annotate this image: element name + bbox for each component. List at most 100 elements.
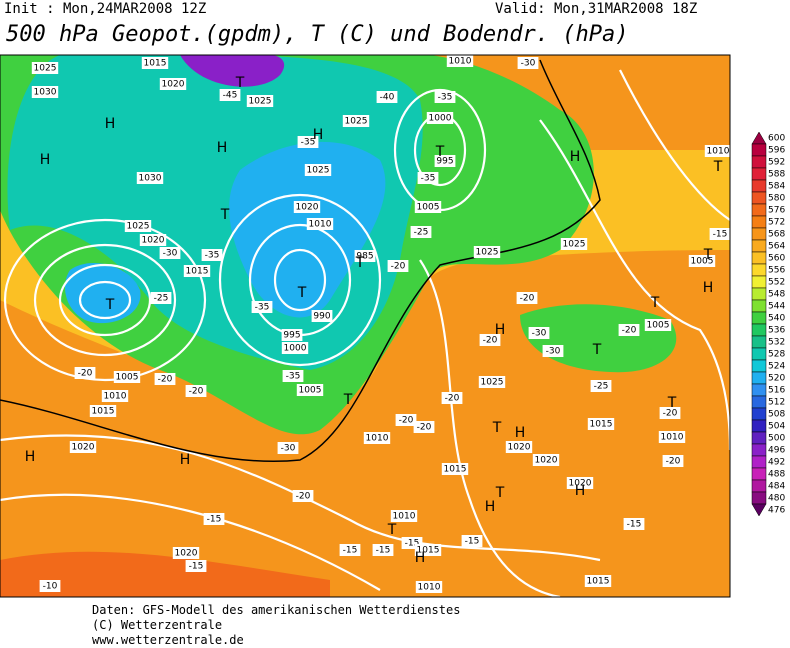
footer-line: www.wetterzentrale.de (92, 633, 244, 647)
label-box (219, 89, 241, 101)
label-box (441, 392, 463, 404)
contour-label: 1015 (587, 577, 610, 587)
colorbar-label: 512 (768, 398, 785, 408)
contour-label: 1025 (476, 248, 499, 258)
colorbar-label: 504 (768, 422, 785, 432)
label-box (150, 292, 172, 304)
label-box (658, 431, 686, 443)
label-box (183, 265, 211, 277)
contour-label: -15 (343, 546, 358, 556)
contour-label: 1025 (481, 378, 504, 388)
contour-label: -15 (376, 546, 391, 556)
orange-zone-south (0, 551, 330, 597)
contour-label: -45 (223, 91, 238, 101)
contour-label: -20 (189, 387, 204, 397)
label-box (31, 86, 59, 98)
pressure-center: T (235, 75, 245, 91)
label-box (297, 136, 319, 148)
contour-label: -20 (417, 423, 432, 433)
label-box (354, 250, 376, 262)
contour-label: -15 (207, 515, 222, 525)
colorbar-swatch (751, 503, 767, 517)
colorbar-label: 480 (768, 494, 785, 504)
label-box (417, 172, 439, 184)
label-box (387, 260, 409, 272)
colorbar-label: 572 (768, 218, 785, 228)
552-line (0, 59, 601, 462)
contour-label: -35 (421, 174, 436, 184)
contour-label: 1025 (307, 166, 330, 176)
contour-label: -15 (713, 230, 728, 240)
colorbar-swatch (751, 443, 767, 457)
contour-label: 1020 (142, 236, 165, 246)
label-box (246, 95, 274, 107)
contour-label: -30 (546, 347, 561, 357)
label-box (528, 327, 550, 339)
colorbar-swatch (751, 383, 767, 397)
label-box (584, 575, 612, 587)
contour-label: 1010 (449, 57, 472, 67)
pressure-center: H (180, 452, 191, 468)
pressure-center: T (220, 207, 230, 223)
label-box (31, 62, 59, 74)
colorbar-swatch (751, 407, 767, 421)
colorbar-label: 548 (768, 290, 785, 300)
label-box (172, 547, 200, 559)
label-box (395, 414, 417, 426)
label-box (201, 249, 223, 261)
colorbar-swatch (751, 143, 767, 157)
contour-label: 1005 (116, 373, 139, 383)
colorbar-label: 496 (768, 446, 785, 456)
colorbar-swatch (751, 419, 767, 433)
colorbar-swatch (751, 287, 767, 301)
contour-label: 1010 (104, 392, 127, 402)
colorbar-label: 552 (768, 278, 785, 288)
label-box (203, 513, 225, 525)
label-box (185, 560, 207, 572)
contour-label: -25 (414, 228, 429, 238)
pressure-center: H (217, 140, 228, 156)
colorbar-swatch (751, 155, 767, 169)
colorbar-swatch (751, 215, 767, 229)
colorbar-label: 484 (768, 482, 785, 492)
colorbar-swatch (751, 275, 767, 289)
colorbar-swatch (751, 347, 767, 361)
label-box (532, 454, 560, 466)
contour-label: 1025 (34, 64, 57, 74)
label-box (688, 255, 716, 267)
contour-label: 1015 (92, 407, 115, 417)
label-box (662, 455, 684, 467)
colorbar-swatch (751, 167, 767, 181)
pressure-center: T (105, 297, 115, 313)
colorbar-label: 588 (768, 170, 785, 180)
contour-label: 985 (356, 252, 373, 262)
purple-zone (180, 55, 285, 87)
colorbar-swatch (751, 203, 767, 217)
contour-label: 1005 (417, 203, 440, 213)
label-box (281, 329, 303, 341)
label-box (516, 292, 538, 304)
label-box (390, 510, 418, 522)
colorbar-swatch (751, 251, 767, 265)
contour-label: -25 (594, 382, 609, 392)
colorbar-swatch (751, 323, 767, 337)
contour-label: -25 (154, 294, 169, 304)
colorbar-label: 540 (768, 314, 785, 324)
pressure-center: H (703, 280, 714, 296)
colorbar-label: 492 (768, 458, 785, 468)
contour-label: -15 (405, 539, 420, 549)
contour-label: -40 (380, 93, 395, 103)
pressure-center: T (492, 420, 502, 436)
contour-label: -20 (158, 375, 173, 385)
label-box (587, 418, 615, 430)
label-box (413, 421, 435, 433)
label-box (296, 384, 324, 396)
pressure-center: T (703, 247, 713, 263)
label-box (478, 376, 506, 388)
pressure-center: T (343, 392, 353, 408)
label-box (566, 477, 594, 489)
contour-label: 1020 (535, 456, 558, 466)
label-box (410, 226, 432, 238)
contour-label: -35 (438, 93, 453, 103)
colorbar-swatch (751, 131, 767, 145)
